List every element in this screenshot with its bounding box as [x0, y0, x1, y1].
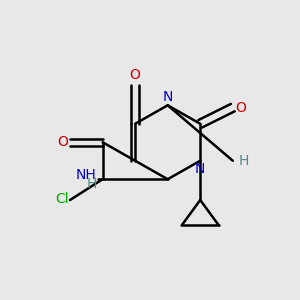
Text: H: H	[238, 154, 249, 168]
Text: N: N	[195, 162, 206, 176]
Text: O: O	[235, 100, 246, 115]
Text: Cl: Cl	[55, 192, 69, 206]
Text: H: H	[86, 177, 97, 191]
Text: O: O	[57, 135, 68, 149]
Text: NH: NH	[76, 168, 97, 182]
Text: N: N	[163, 90, 173, 104]
Text: O: O	[130, 68, 141, 82]
